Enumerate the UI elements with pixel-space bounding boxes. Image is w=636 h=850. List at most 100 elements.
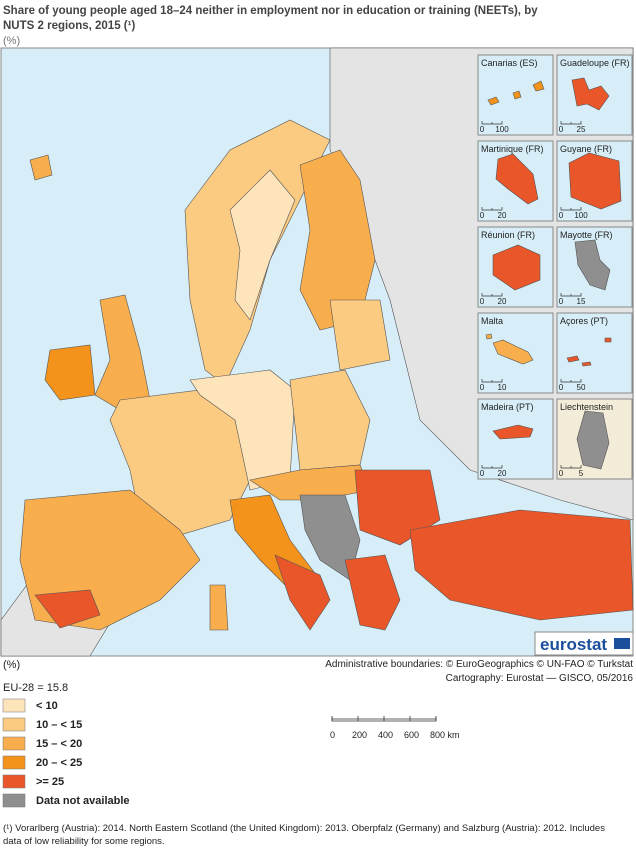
scale-label: 600	[404, 730, 419, 740]
credit: Administrative boundaries: © EuroGeograp…	[325, 659, 633, 670]
logo: eurostat	[534, 631, 634, 656]
inset-scale	[560, 293, 582, 297]
inset-frame	[477, 398, 554, 480]
inset-name: Malta	[481, 316, 503, 326]
inset: Madeira (PT) 0 20	[477, 398, 554, 480]
region	[209, 584, 229, 631]
inset-name: Réunion (FR)	[481, 230, 535, 240]
inset-scale-label: 10	[498, 383, 507, 392]
inset-name: Liechtenstein	[560, 402, 613, 412]
inset-region	[492, 424, 534, 440]
region	[329, 299, 391, 371]
inset-scale-label: 0	[480, 211, 485, 220]
inset-scale	[560, 379, 582, 383]
inset-scale-label: 20	[498, 469, 507, 478]
inset-scale	[560, 121, 582, 125]
inset: Martinique (FR) 0 20	[477, 140, 554, 222]
inset: Açores (PT) 0 50	[556, 312, 633, 394]
inset-scale	[481, 465, 503, 469]
legend-swatch	[2, 793, 26, 808]
inset-region	[566, 337, 612, 367]
inset-scale	[560, 207, 582, 211]
inset-scale-label: 0	[559, 383, 564, 392]
region	[34, 589, 101, 629]
inset-scale-label: 0	[480, 469, 485, 478]
inset-frame	[556, 312, 633, 394]
logo-text: eurostat	[540, 635, 607, 654]
title-line: NUTS 2 regions, 2015 (¹)	[3, 20, 135, 32]
region	[274, 554, 331, 631]
region	[229, 169, 296, 321]
inset-scale	[560, 465, 582, 469]
legend-label: < 10	[36, 700, 58, 712]
inset-region	[487, 80, 545, 106]
inset-scale-label: 25	[577, 125, 586, 134]
inset-scale	[481, 121, 503, 125]
inset-region	[571, 77, 610, 111]
inset-region	[576, 410, 610, 470]
legend-label: 20 – < 25	[36, 757, 82, 769]
inset-scale	[481, 293, 503, 297]
inset-scale-label: 50	[577, 383, 586, 392]
inset: Malta 0 10	[477, 312, 554, 394]
inset: Réunion (FR) 0 20	[477, 226, 554, 308]
inset-name: Madeira (PT)	[481, 402, 534, 412]
inset-name: Martinique (FR)	[481, 144, 544, 154]
inset-scale	[481, 379, 503, 383]
inset: Guadeloupe (FR) 0 25	[556, 54, 633, 136]
scale-label: 400	[378, 730, 393, 740]
inset-scale-label: 0	[559, 211, 564, 220]
region	[344, 554, 401, 631]
footnote: data of low reliability for some regions…	[3, 836, 165, 847]
legend-label: >= 25	[36, 776, 64, 788]
inset: Mayotte (FR) 0 15	[556, 226, 633, 308]
inset-region	[492, 244, 541, 291]
scale-label: 200	[352, 730, 367, 740]
inset-name: Mayotte (FR)	[560, 230, 613, 240]
inset-name: Canarias (ES)	[481, 58, 538, 68]
inset-region	[495, 153, 539, 205]
inset: Canarias (ES) 0 100	[477, 54, 554, 136]
legend-label: 10 – < 15	[36, 719, 82, 731]
inset-scale-label: 0	[480, 383, 485, 392]
legend-average: EU-28 = 15.8	[3, 682, 68, 694]
footnote: (¹) Vorarlberg (Austria): 2014. North Ea…	[3, 823, 605, 834]
legend-swatch	[2, 755, 26, 770]
inset-scale-label: 15	[577, 297, 586, 306]
region	[44, 344, 96, 401]
region	[29, 154, 53, 181]
inset-scale-label: 20	[498, 211, 507, 220]
scale-label: 800 km	[430, 730, 460, 740]
region	[409, 509, 634, 621]
inset-scale-label: 20	[498, 297, 507, 306]
legend-label: 15 – < 20	[36, 738, 82, 750]
inset-scale-label: 0	[480, 297, 485, 306]
inset-region	[574, 239, 611, 291]
legend-swatch	[2, 698, 26, 713]
inset-scale-label: 100	[574, 211, 588, 220]
inset-scale-label: 0	[480, 125, 485, 134]
region	[289, 369, 371, 471]
title-line: Share of young people aged 18–24 neither…	[3, 5, 538, 17]
inset-scale-label: 0	[559, 125, 564, 134]
inset-name: Guyane (FR)	[560, 144, 612, 154]
legend-swatch	[2, 736, 26, 751]
inset-name: Açores (PT)	[560, 316, 608, 326]
inset-scale-label: 100	[495, 125, 509, 134]
inset: Guyane (FR) 0 100	[556, 140, 633, 222]
legend-label: Data not available	[36, 795, 130, 807]
legend-swatch	[2, 717, 26, 732]
inset-region	[568, 152, 622, 210]
inset: Liechtenstein 0 5	[556, 398, 633, 480]
inset-scale-label: 0	[559, 297, 564, 306]
inset-scale	[481, 207, 503, 211]
unit: (%)	[3, 35, 20, 47]
legend-unit: (%)	[3, 659, 20, 671]
inset-name: Guadeloupe (FR)	[560, 58, 630, 68]
scale-label: 0	[330, 730, 335, 740]
inset-region	[485, 333, 534, 365]
legend-swatch	[2, 774, 26, 789]
inset-scale-label: 0	[559, 469, 564, 478]
credit: Cartography: Eurostat — GISCO, 05/2016	[446, 673, 634, 684]
